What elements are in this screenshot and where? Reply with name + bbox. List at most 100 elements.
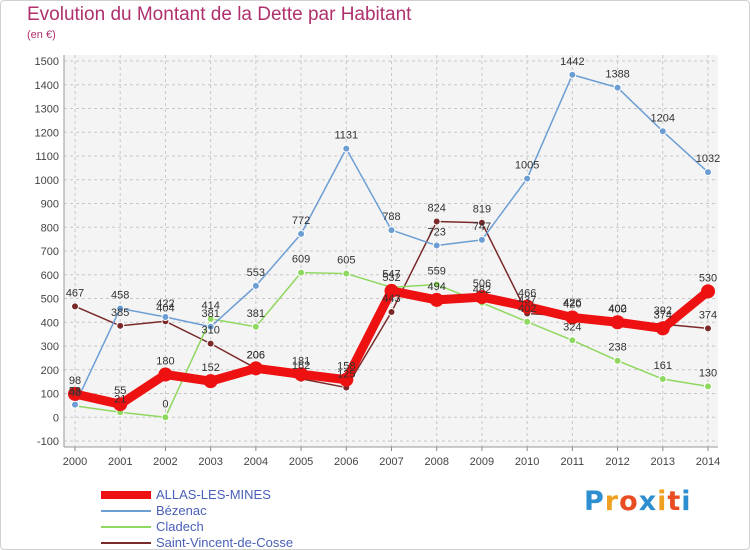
data-point bbox=[387, 308, 396, 317]
legend-label: ALLAS-LES-MINES bbox=[156, 487, 271, 502]
x-tick-label: 2005 bbox=[289, 456, 313, 468]
chart-unit: (en €) bbox=[27, 29, 56, 41]
y-tick-label: 1000 bbox=[35, 175, 59, 187]
data-label: 494 bbox=[428, 281, 446, 293]
data-label: 392 bbox=[654, 305, 672, 317]
x-tick-label: 2011 bbox=[561, 456, 585, 468]
data-point bbox=[206, 322, 215, 331]
data-label: 1442 bbox=[560, 56, 584, 68]
data-point bbox=[613, 356, 622, 365]
data-label: 381 bbox=[247, 308, 265, 320]
legend-label: Bézenac bbox=[156, 503, 207, 518]
data-label: 1388 bbox=[605, 69, 629, 81]
chart-legend: ALLAS-LES-MINES Bézenac Cladech Saint-Vi… bbox=[101, 487, 361, 550]
logo-letter: i bbox=[681, 486, 692, 517]
data-point bbox=[297, 229, 306, 238]
logo-letter: i bbox=[657, 486, 668, 517]
data-point bbox=[658, 127, 667, 136]
y-tick-label: 900 bbox=[41, 199, 59, 211]
data-label: 819 bbox=[473, 204, 491, 216]
data-point bbox=[523, 317, 532, 326]
x-tick-label: 2009 bbox=[470, 456, 494, 468]
logo-letter: t bbox=[667, 486, 682, 517]
data-label: 532 bbox=[382, 272, 400, 284]
data-label: 402 bbox=[608, 303, 626, 315]
y-tick-label: 1400 bbox=[35, 80, 59, 92]
logo-letter: o bbox=[619, 486, 639, 517]
data-point bbox=[704, 168, 712, 177]
data-label: 404 bbox=[156, 302, 174, 314]
data-point bbox=[568, 70, 577, 79]
x-tick-label: 2003 bbox=[198, 456, 222, 468]
data-point bbox=[161, 313, 170, 322]
data-point bbox=[248, 361, 263, 376]
data-label: 310 bbox=[201, 325, 219, 337]
data-label: 1032 bbox=[696, 153, 720, 165]
data-label: 48 bbox=[69, 387, 81, 399]
x-tick-label: 2007 bbox=[379, 456, 403, 468]
logo-letter: r bbox=[604, 486, 620, 517]
y-tick-label: 0 bbox=[53, 412, 59, 424]
data-point bbox=[342, 269, 351, 278]
logo-letter: P bbox=[584, 486, 605, 517]
data-label: 609 bbox=[292, 254, 310, 266]
data-point bbox=[251, 281, 260, 290]
data-point bbox=[432, 217, 441, 226]
data-label: 374 bbox=[654, 309, 672, 321]
data-label: 206 bbox=[247, 349, 265, 361]
y-tick-label: 1200 bbox=[35, 127, 59, 139]
data-point bbox=[206, 314, 215, 323]
y-tick-label: 100 bbox=[41, 389, 59, 401]
legend-label: Saint-Vincent-de-Cosse bbox=[156, 535, 294, 550]
y-tick-label: 500 bbox=[41, 294, 59, 306]
data-label: 0 bbox=[162, 398, 168, 410]
y-tick-label: 400 bbox=[41, 317, 59, 329]
data-point bbox=[203, 374, 218, 389]
data-point bbox=[610, 315, 625, 330]
data-label: 530 bbox=[699, 272, 717, 284]
data-label: 443 bbox=[382, 293, 400, 305]
data-point bbox=[701, 284, 715, 299]
data-point bbox=[658, 375, 667, 384]
y-tick-label: 1100 bbox=[35, 151, 59, 163]
data-label: 467 bbox=[66, 287, 84, 299]
legend-item-cladech: Cladech bbox=[101, 519, 361, 535]
y-tick-label: 700 bbox=[41, 246, 59, 258]
y-tick-label: 600 bbox=[41, 270, 59, 282]
data-label: 747 bbox=[473, 221, 491, 233]
data-label: 824 bbox=[428, 203, 446, 215]
data-point bbox=[113, 397, 128, 412]
data-label: 1131 bbox=[334, 130, 358, 142]
data-label: 158 bbox=[337, 361, 355, 373]
x-tick-label: 2014 bbox=[696, 456, 720, 468]
data-point bbox=[523, 174, 532, 183]
data-label: 180 bbox=[156, 356, 174, 368]
data-label: 772 bbox=[292, 215, 310, 227]
data-point bbox=[116, 304, 125, 313]
data-label: 21 bbox=[114, 393, 126, 405]
x-tick-label: 2010 bbox=[515, 456, 539, 468]
data-label: 553 bbox=[247, 267, 265, 279]
data-label: 374 bbox=[699, 309, 717, 321]
data-point bbox=[384, 283, 399, 298]
data-label: 482 bbox=[473, 284, 491, 296]
data-label: 466 bbox=[518, 288, 536, 300]
data-point bbox=[565, 310, 580, 325]
data-label: 400 bbox=[608, 303, 626, 315]
data-label: 426 bbox=[563, 297, 581, 309]
data-point bbox=[613, 83, 622, 92]
data-label: 788 bbox=[382, 211, 400, 223]
data-point bbox=[432, 280, 441, 289]
data-label: 238 bbox=[608, 342, 626, 354]
data-point bbox=[339, 372, 354, 387]
y-tick-label: 800 bbox=[41, 222, 59, 234]
legend-swatch bbox=[101, 526, 151, 528]
data-label: 181 bbox=[292, 355, 310, 367]
data-point bbox=[474, 290, 489, 305]
data-label: 125 bbox=[337, 369, 355, 381]
data-point bbox=[704, 324, 712, 333]
data-point bbox=[342, 144, 351, 153]
x-tick-label: 2008 bbox=[424, 456, 448, 468]
legend-item-bezenac: Bézenac bbox=[101, 503, 361, 519]
x-tick-label: 2013 bbox=[651, 456, 675, 468]
